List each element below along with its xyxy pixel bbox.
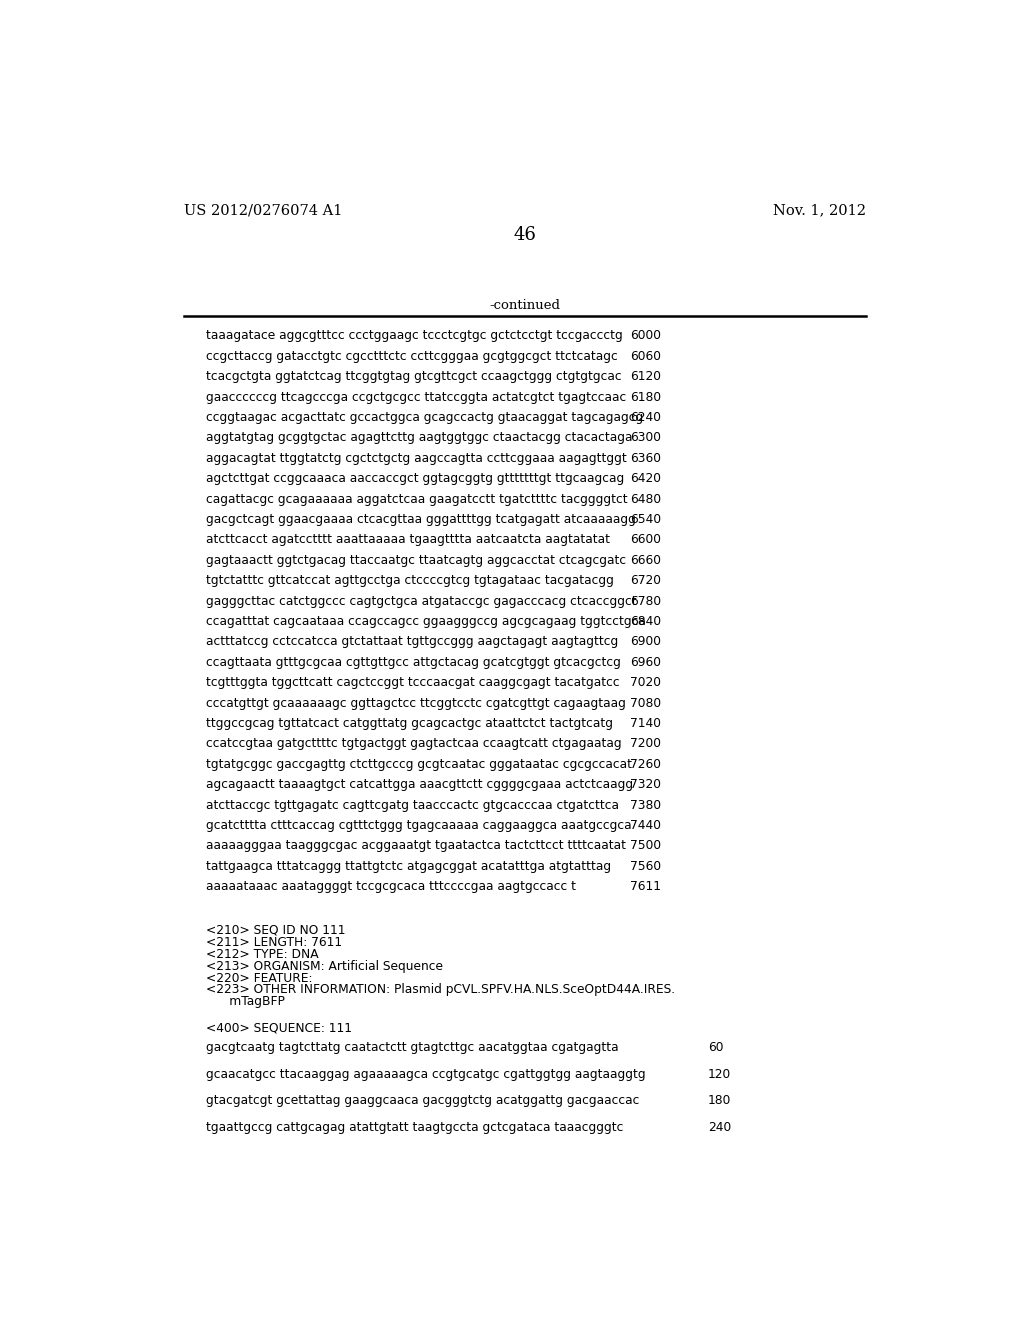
Text: tcgtttggta tggcttcatt cagctccggt tcccaacgat caaggcgagt tacatgatcc: tcgtttggta tggcttcatt cagctccggt tcccaac… <box>206 676 620 689</box>
Text: <213> ORGANISM: Artificial Sequence: <213> ORGANISM: Artificial Sequence <box>206 960 442 973</box>
Text: gcatctttta ctttcaccag cgtttctggg tgagcaaaaa caggaaggca aaatgccgca: gcatctttta ctttcaccag cgtttctggg tgagcaa… <box>206 818 631 832</box>
Text: <223> OTHER INFORMATION: Plasmid pCVL.SPFV.HA.NLS.SceOptD44A.IRES.: <223> OTHER INFORMATION: Plasmid pCVL.SP… <box>206 983 675 997</box>
Text: gaaccccccg ttcagcccga ccgctgcgcc ttatccggta actatcgtct tgagtccaac: gaaccccccg ttcagcccga ccgctgcgcc ttatccg… <box>206 391 626 404</box>
Text: US 2012/0276074 A1: US 2012/0276074 A1 <box>183 203 342 216</box>
Text: tgtctatttc gttcatccat agttgcctga ctccccgtcg tgtagataac tacgatacgg: tgtctatttc gttcatccat agttgcctga ctccccg… <box>206 574 613 587</box>
Text: aggacagtat ttggtatctg cgctctgctg aagccagtta ccttcggaaa aagagttggt: aggacagtat ttggtatctg cgctctgctg aagccag… <box>206 451 627 465</box>
Text: 180: 180 <box>708 1094 731 1107</box>
Text: gacgtcaatg tagtcttatg caatactctt gtagtcttgc aacatggtaa cgatgagtta: gacgtcaatg tagtcttatg caatactctt gtagtct… <box>206 1041 618 1055</box>
Text: tgaattgccg cattgcagag atattgtatt taagtgccta gctcgataca taaacgggtc: tgaattgccg cattgcagag atattgtatt taagtgc… <box>206 1121 623 1134</box>
Text: <400> SEQUENCE: 111: <400> SEQUENCE: 111 <box>206 1022 351 1034</box>
Text: aaaaataaac aaataggggt tccgcgcaca tttccccgaa aagtgccacc t: aaaaataaac aaataggggt tccgcgcaca tttcccc… <box>206 880 575 894</box>
Text: taaagatace aggcgtttcc ccctggaagc tccctcgtgc gctctcctgt tccgaccctg: taaagatace aggcgtttcc ccctggaagc tccctcg… <box>206 330 623 342</box>
Text: 6660: 6660 <box>630 554 662 566</box>
Text: 7260: 7260 <box>630 758 662 771</box>
Text: 6420: 6420 <box>630 473 662 486</box>
Text: 7140: 7140 <box>630 717 662 730</box>
Text: <210> SEQ ID NO 111: <210> SEQ ID NO 111 <box>206 924 345 937</box>
Text: 6300: 6300 <box>630 432 662 445</box>
Text: <211> LENGTH: 7611: <211> LENGTH: 7611 <box>206 936 342 949</box>
Text: 7560: 7560 <box>630 859 662 873</box>
Text: 6000: 6000 <box>630 330 662 342</box>
Text: 60: 60 <box>708 1041 723 1055</box>
Text: gcaacatgcc ttacaaggag agaaaaagca ccgtgcatgc cgattggtgg aagtaaggtg: gcaacatgcc ttacaaggag agaaaaagca ccgtgca… <box>206 1068 645 1081</box>
Text: ttggccgcag tgttatcact catggttatg gcagcactgc ataattctct tactgtcatg: ttggccgcag tgttatcact catggttatg gcagcac… <box>206 717 612 730</box>
Text: <212> TYPE: DNA: <212> TYPE: DNA <box>206 948 318 961</box>
Text: ccggtaagac acgacttatc gccactggca gcagccactg gtaacaggat tagcagagcg: ccggtaagac acgacttatc gccactggca gcagcca… <box>206 411 643 424</box>
Text: cagattacgc gcagaaaaaa aggatctcaa gaagatcctt tgatcttttc tacggggtct: cagattacgc gcagaaaaaa aggatctcaa gaagatc… <box>206 492 627 506</box>
Text: 6780: 6780 <box>630 594 662 607</box>
Text: 6120: 6120 <box>630 370 662 383</box>
Text: 7611: 7611 <box>630 880 662 894</box>
Text: tcacgctgta ggtatctcag ttcggtgtag gtcgttcgct ccaagctggg ctgtgtgcac: tcacgctgta ggtatctcag ttcggtgtag gtcgttc… <box>206 370 622 383</box>
Text: agcagaactt taaaagtgct catcattgga aaacgttctt cggggcgaaa actctcaagg: agcagaactt taaaagtgct catcattgga aaacgtt… <box>206 779 633 791</box>
Text: 6360: 6360 <box>630 451 662 465</box>
Text: 46: 46 <box>513 226 537 244</box>
Text: 7320: 7320 <box>630 779 662 791</box>
Text: mTagBFP: mTagBFP <box>206 995 285 1008</box>
Text: 6060: 6060 <box>630 350 662 363</box>
Text: gtacgatcgt gcettattag gaaggcaaca gacgggtctg acatggattg gacgaaccac: gtacgatcgt gcettattag gaaggcaaca gacgggt… <box>206 1094 639 1107</box>
Text: 6960: 6960 <box>630 656 662 669</box>
Text: 6900: 6900 <box>630 635 662 648</box>
Text: actttatccg cctccatcca gtctattaat tgttgccggg aagctagagt aagtagttcg: actttatccg cctccatcca gtctattaat tgttgcc… <box>206 635 617 648</box>
Text: ccagatttat cagcaataaa ccagccagcc ggaagggccg agcgcagaag tggtcctgca: ccagatttat cagcaataaa ccagccagcc ggaaggg… <box>206 615 645 628</box>
Text: agctcttgat ccggcaaaca aaccaccgct ggtagcggtg gtttttttgt ttgcaagcag: agctcttgat ccggcaaaca aaccaccgct ggtagcg… <box>206 473 624 486</box>
Text: 120: 120 <box>708 1068 731 1081</box>
Text: ccatccgtaa gatgcttttc tgtgactggt gagtactcaa ccaagtcatt ctgagaatag: ccatccgtaa gatgcttttc tgtgactggt gagtact… <box>206 738 622 751</box>
Text: 7080: 7080 <box>630 697 662 710</box>
Text: 6840: 6840 <box>630 615 662 628</box>
Text: 7440: 7440 <box>630 818 662 832</box>
Text: tgtatgcggc gaccgagttg ctcttgcccg gcgtcaatac gggataatac cgcgccacat: tgtatgcggc gaccgagttg ctcttgcccg gcgtcaa… <box>206 758 632 771</box>
Text: ccagttaata gtttgcgcaa cgttgttgcc attgctacag gcatcgtggt gtcacgctcg: ccagttaata gtttgcgcaa cgttgttgcc attgcta… <box>206 656 621 669</box>
Text: gagtaaactt ggtctgacag ttaccaatgc ttaatcagtg aggcacctat ctcagcgatc: gagtaaactt ggtctgacag ttaccaatgc ttaatca… <box>206 554 626 566</box>
Text: ccgcttaccg gatacctgtc cgcctttctc ccttcgggaa gcgtggcgct ttctcatagc: ccgcttaccg gatacctgtc cgcctttctc ccttcgg… <box>206 350 617 363</box>
Text: 7500: 7500 <box>630 840 662 853</box>
Text: cccatgttgt gcaaaaaagc ggttagctcc ttcggtcctc cgatcgttgt cagaagtaag: cccatgttgt gcaaaaaagc ggttagctcc ttcggtc… <box>206 697 626 710</box>
Text: 240: 240 <box>708 1121 731 1134</box>
Text: tattgaagca tttatcaggg ttattgtctc atgagcggat acatatttga atgtatttag: tattgaagca tttatcaggg ttattgtctc atgagcg… <box>206 859 610 873</box>
Text: 6180: 6180 <box>630 391 662 404</box>
Text: 6600: 6600 <box>630 533 662 546</box>
Text: atcttaccgc tgttgagatc cagttcgatg taacccactc gtgcacccaa ctgatcttca: atcttaccgc tgttgagatc cagttcgatg taaccca… <box>206 799 618 812</box>
Text: -continued: -continued <box>489 300 560 313</box>
Text: 6240: 6240 <box>630 411 662 424</box>
Text: 6480: 6480 <box>630 492 662 506</box>
Text: 7200: 7200 <box>630 738 662 751</box>
Text: 6720: 6720 <box>630 574 662 587</box>
Text: <220> FEATURE:: <220> FEATURE: <box>206 972 312 985</box>
Text: 6540: 6540 <box>630 513 662 525</box>
Text: Nov. 1, 2012: Nov. 1, 2012 <box>773 203 866 216</box>
Text: aaaaagggaa taagggcgac acggaaatgt tgaatactca tactcttcct ttttcaatat: aaaaagggaa taagggcgac acggaaatgt tgaatac… <box>206 840 626 853</box>
Text: gagggcttac catctggccc cagtgctgca atgataccgc gagacccacg ctcaccggct: gagggcttac catctggccc cagtgctgca atgatac… <box>206 594 636 607</box>
Text: aggtatgtag gcggtgctac agagttcttg aagtggtggc ctaactacgg ctacactaga: aggtatgtag gcggtgctac agagttcttg aagtggt… <box>206 432 632 445</box>
Text: gacgctcagt ggaacgaaaa ctcacgttaa gggattttgg tcatgagatt atcaaaaagg: gacgctcagt ggaacgaaaa ctcacgttaa gggattt… <box>206 513 635 525</box>
Text: 7380: 7380 <box>630 799 662 812</box>
Text: 7020: 7020 <box>630 676 662 689</box>
Text: atcttcacct agatcctttt aaattaaaaa tgaagtttta aatcaatcta aagtatatat: atcttcacct agatcctttt aaattaaaaa tgaagtt… <box>206 533 609 546</box>
